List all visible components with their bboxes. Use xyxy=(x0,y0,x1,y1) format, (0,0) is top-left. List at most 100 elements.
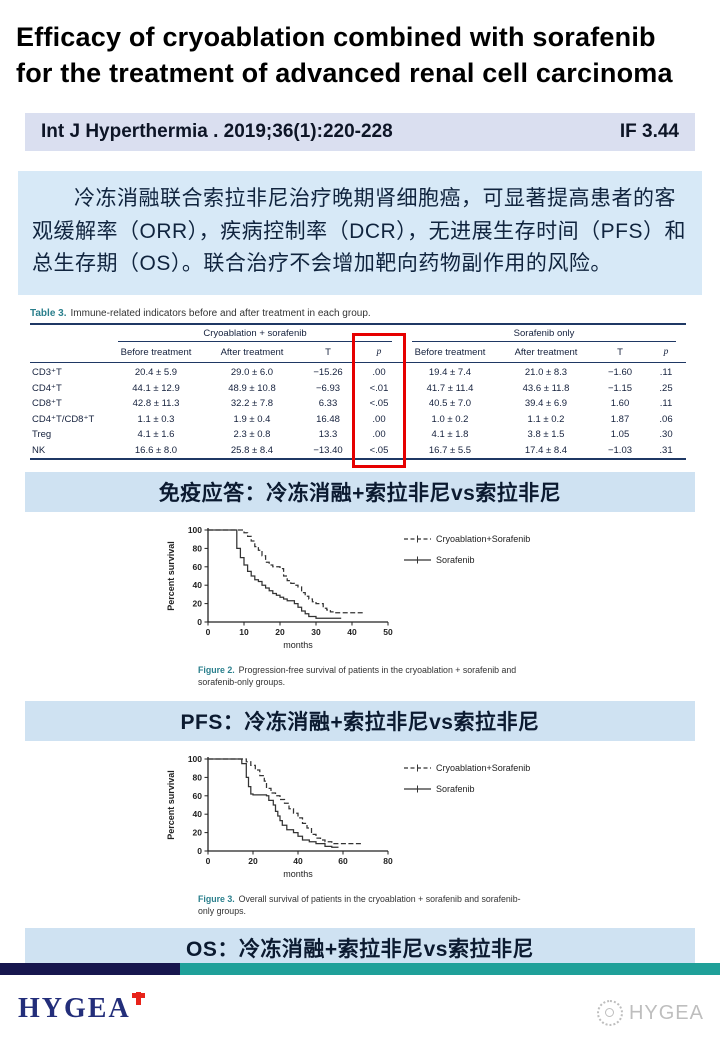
table-cell: 17.4 ± 8.4 xyxy=(524,444,568,456)
group1-header: Cryoablation + sorafenib xyxy=(108,324,402,343)
table-cell: −13.40 xyxy=(313,444,343,456)
svg-text:0: 0 xyxy=(206,627,211,637)
svg-text:60: 60 xyxy=(193,791,203,801)
svg-text:months: months xyxy=(283,869,313,879)
pfs-caption-text: Progression-free survival of patients in… xyxy=(198,665,517,687)
page-title: Efficacy of cryoablation combined with s… xyxy=(16,20,704,92)
table-cell: 41.7 ± 11.4 xyxy=(426,382,474,394)
pfs-chart-block: 0 10 20 30 40 50 0 20 40 60 80 100 months Percent sur… xyxy=(160,518,560,689)
sub-header-cell: After treatment xyxy=(204,342,300,364)
table-cell: .00 xyxy=(372,367,386,379)
svg-text:10: 10 xyxy=(239,627,249,637)
table-cell: 16.48 xyxy=(316,413,340,425)
table-cell: 42.8 ± 11.3 xyxy=(132,398,180,410)
table-cell: 20.4 ± 5.9 xyxy=(134,367,178,379)
group-header-row: Cryoablation + sorafenib Sorafenib only xyxy=(30,324,686,343)
table-cell: .11 xyxy=(659,398,673,410)
table-row: CD3⁺T 20.4 ± 5.9 29.0 ± 6.0 −15.26 .00 19.4 ±… xyxy=(30,363,686,381)
table-cell: .25 xyxy=(659,382,673,394)
row-label: CD3⁺T xyxy=(32,367,62,379)
table-caption-text: Immune-related indicators before and aft… xyxy=(70,308,371,320)
table-cell: .00 xyxy=(372,413,386,425)
table-cell: 1.60 xyxy=(610,398,630,410)
table-caption: Table 3. Immune-related indicators before… xyxy=(30,308,690,319)
hygea-logo: HYGEA xyxy=(18,992,145,1025)
table-cell: <.05 xyxy=(369,444,389,456)
table-caption-label: Table 3. xyxy=(30,308,67,320)
sub-header-cell: T xyxy=(594,342,646,364)
pfs-chart: 0 10 20 30 40 50 0 20 40 60 80 100 months Percent sur… xyxy=(160,518,560,665)
section-bar-pfs: PFS：冷冻消融+索拉非尼vs索拉非尼 xyxy=(25,700,695,741)
hygea-logo-text: HYGEA xyxy=(18,993,131,1024)
table-figure: Table 3. Immune-related indicators before… xyxy=(30,308,690,469)
svg-text:40: 40 xyxy=(193,580,203,590)
table-cell: 1.0 ± 0.2 xyxy=(431,413,469,425)
table-cell: 16.6 ± 8.0 xyxy=(134,444,178,456)
section-bar-immune: 免疫应答：冷冻消融+索拉非尼vs索拉非尼 xyxy=(25,472,695,513)
km-svg: 0 20 40 60 80 0 20 40 60 80 100 months Percent survi… xyxy=(166,754,530,879)
table-cell: 32.2 ± 7.8 xyxy=(230,398,274,410)
table-cell: −1.03 xyxy=(607,444,633,456)
table-cell: 6.33 xyxy=(318,398,338,410)
svg-text:60: 60 xyxy=(193,562,203,572)
svg-text:Sorafenib: Sorafenib xyxy=(436,555,475,565)
svg-text:Cryoablation+Sorafenib: Cryoablation+Sorafenib xyxy=(436,534,530,544)
section-bar-pfs-label: PFS：冷冻消融+索拉非尼vs索拉非尼 xyxy=(180,710,540,734)
table-cell: 1.05 xyxy=(610,429,630,441)
table-cell: 2.3 ± 0.8 xyxy=(233,429,271,441)
table-cell: 1.1 ± 0.3 xyxy=(137,413,175,425)
svg-text:20: 20 xyxy=(275,627,285,637)
page-title-line1: Efficacy of cryoablation combined with s… xyxy=(16,22,656,52)
row-label: NK xyxy=(32,444,46,456)
table-row: CD8⁺T 42.8 ± 11.3 32.2 ± 7.8 6.33 <.05 40.5 ±… xyxy=(30,396,686,412)
svg-text:80: 80 xyxy=(383,856,393,866)
svg-text:0: 0 xyxy=(197,617,202,627)
table-cell: <.05 xyxy=(369,398,389,410)
os-caption-text: Overall survival of patients in the cryo… xyxy=(198,893,521,916)
table-cell: 4.1 ± 1.8 xyxy=(431,429,469,441)
svg-text:20: 20 xyxy=(193,599,203,609)
svg-text:months: months xyxy=(283,640,313,650)
table-cell: −6.93 xyxy=(315,382,341,394)
svg-text:60: 60 xyxy=(338,856,348,866)
table-cell: 29.0 ± 6.0 xyxy=(230,367,274,379)
table-row: NK 16.6 ± 8.0 25.8 ± 8.4 −13.40 <.05 16.7 ± 5… xyxy=(30,443,686,460)
immune-table: Cryoablation + sorafenib Sorafenib only … xyxy=(30,323,687,461)
row-label: CD4⁺T/CD8⁺T xyxy=(32,413,95,425)
svg-text:80: 80 xyxy=(193,772,203,782)
table-cell: 19.4 ± 7.4 xyxy=(428,367,472,379)
table-cell: −1.60 xyxy=(607,367,633,379)
table-cell: 16.7 ± 5.5 xyxy=(428,444,472,456)
journal-citation: Int J Hyperthermia . 2019;36(1):220-228 xyxy=(41,120,393,142)
table-row: Treg 4.1 ± 1.6 2.3 ± 0.8 13.3 .00 4.1 ± 1.8 3.… xyxy=(30,427,686,443)
table-cell: 44.1 ± 12.9 xyxy=(132,382,180,394)
section-bar-os-label: OS：冷冻消融+索拉非尼vs索拉非尼 xyxy=(186,937,534,961)
pfs-figure-caption: Figure 2. Progression-free survival of pa… xyxy=(198,665,528,689)
sub-header-cell: Before treatment xyxy=(108,342,204,364)
table-body: CD3⁺T 20.4 ± 5.9 29.0 ± 6.0 −15.26 .00 19.4 ±… xyxy=(30,363,686,460)
sub-header-cell: p xyxy=(646,342,687,364)
svg-text:50: 50 xyxy=(383,627,393,637)
table-row: CD4⁺T 44.1 ± 12.9 48.9 ± 10.8 −6.93 <.01 41.7… xyxy=(30,381,686,397)
svg-text:20: 20 xyxy=(193,827,203,837)
red-cross-icon xyxy=(131,992,145,1005)
watermark-text: HYGEA xyxy=(628,1001,704,1024)
table-cell: .31 xyxy=(659,444,673,456)
table-cell: 48.9 ± 10.8 xyxy=(228,382,276,394)
sub-header-cell: T xyxy=(300,342,356,364)
table-cell: 43.6 ± 11.8 xyxy=(522,382,570,394)
page-title-line2: for the treatment of advanced renal cell… xyxy=(16,57,673,88)
section-bar-immune-label: 免疫应答：冷冻消融+索拉非尼vs索拉非尼 xyxy=(158,482,562,506)
table-cell: .00 xyxy=(372,429,386,441)
table-cell: .30 xyxy=(659,429,673,441)
svg-text:Cryoablation+Sorafenib: Cryoablation+Sorafenib xyxy=(436,763,530,773)
table-cell: 13.3 xyxy=(318,429,338,441)
table-row: CD4⁺T/CD8⁺T 1.1 ± 0.3 1.9 ± 0.4 16.48 .00 1.0… xyxy=(30,412,686,428)
impact-factor: IF 3.44 xyxy=(619,120,679,142)
table-cell: 39.4 ± 6.9 xyxy=(524,398,568,410)
svg-text:100: 100 xyxy=(188,525,202,535)
section-bar-os: OS：冷冻消融+索拉非尼vs索拉非尼 xyxy=(25,927,695,968)
svg-text:40: 40 xyxy=(347,627,357,637)
